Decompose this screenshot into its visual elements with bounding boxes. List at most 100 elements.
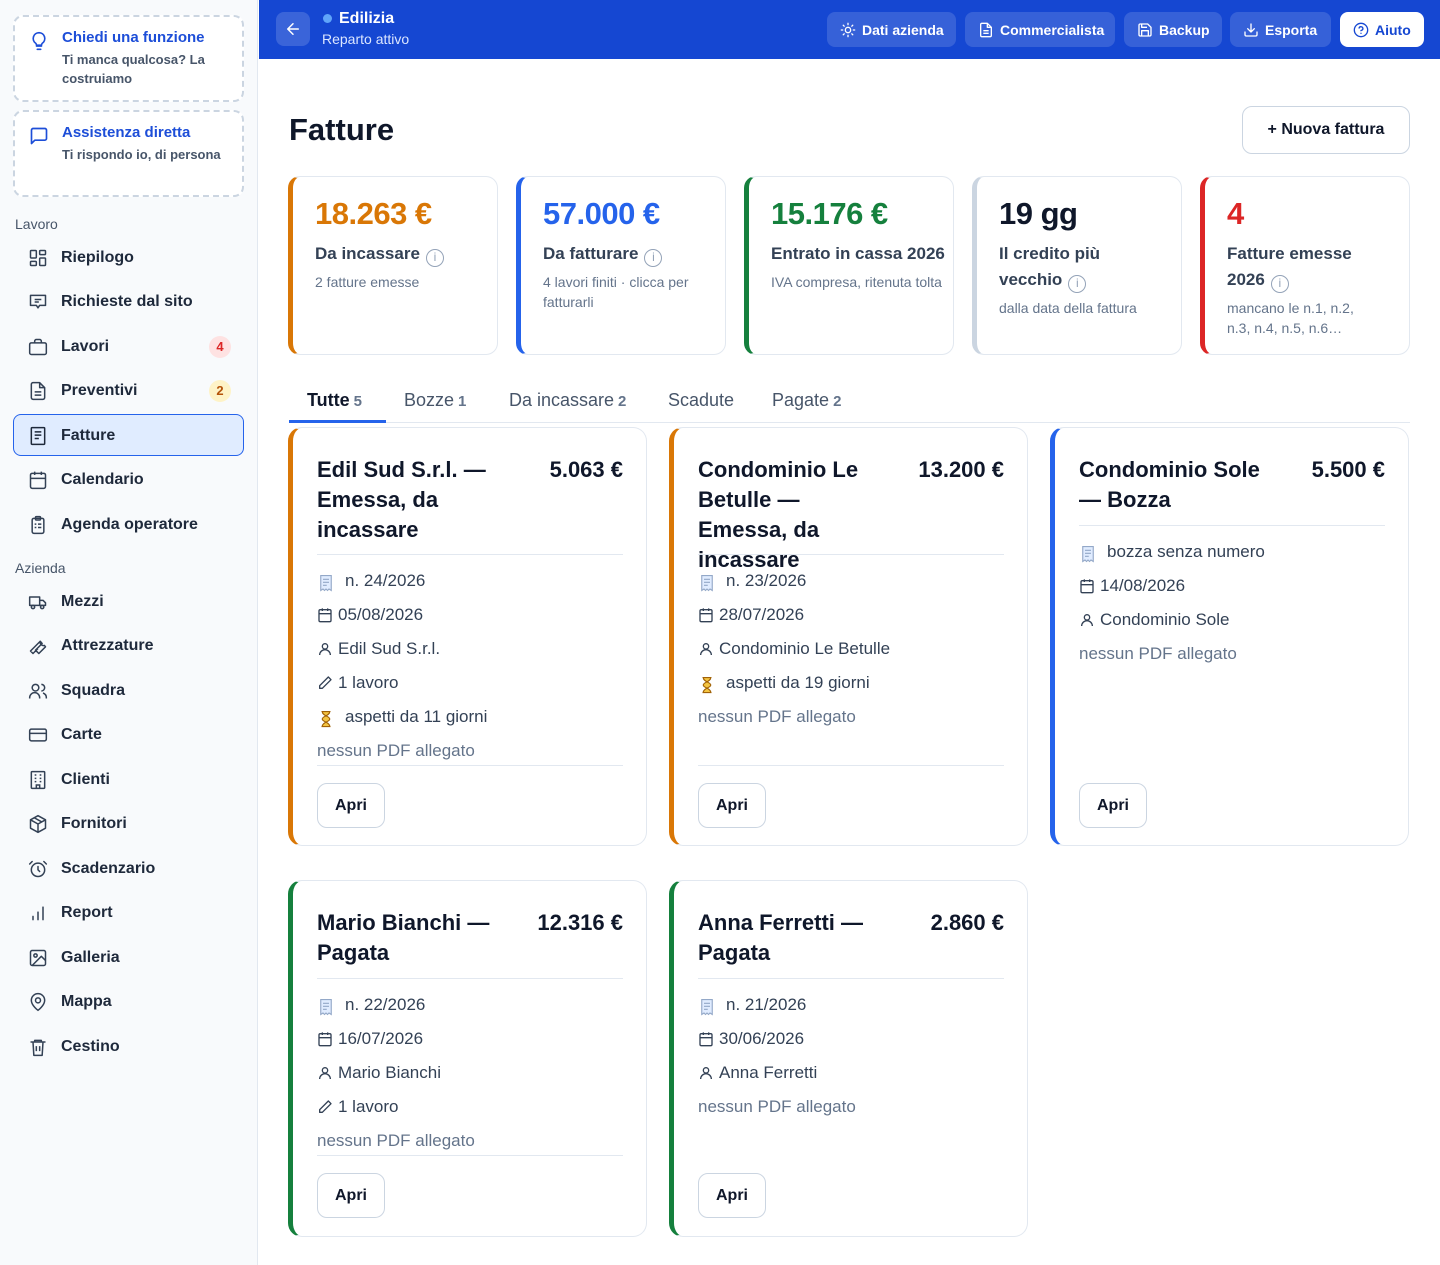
sidebar-item-fornitori[interactable]: Fornitori xyxy=(13,802,244,844)
backup-label: Backup xyxy=(1159,22,1210,38)
sidebar-item-scadenzario[interactable]: Scadenzario xyxy=(13,847,244,889)
sidebar-item-report[interactable]: Report xyxy=(13,891,244,933)
invoice-title: Anna Ferretti — Pagata xyxy=(698,910,864,965)
arrow-left-icon xyxy=(287,23,299,35)
user-icon xyxy=(319,643,331,656)
info-icon[interactable]: i xyxy=(1068,275,1087,293)
tab-tutte[interactable]: Tutte 5 xyxy=(289,382,386,423)
invoice-date-row: 14/08/2026 xyxy=(1079,575,1185,597)
invoice-card[interactable]: Mario Bianchi — Pagata 12.316 € n. 22/20… xyxy=(288,880,647,1237)
open-invoice-button[interactable]: Apri xyxy=(317,1173,385,1218)
stat-card-to-collect[interactable]: 18.263 € Da incassare i 2 fatture emesse xyxy=(288,176,498,355)
export-button[interactable]: Esporta xyxy=(1230,12,1331,47)
accountant-label: Commercialista xyxy=(1000,22,1105,38)
sidebar-item-label: Galleria xyxy=(61,949,120,966)
invoice-client: Edil Sud S.r.l. xyxy=(338,639,441,658)
sidebar-item-label: Calendario xyxy=(61,471,144,488)
sidebar-item-label: Mappa xyxy=(61,993,112,1010)
stat-card-oldest-credit[interactable]: 19 gg Il credito più vecchio i dalla data… xyxy=(972,176,1182,355)
invoice-client-row: Anna Ferretti xyxy=(698,1062,817,1084)
sidebar-item-richieste[interactable]: Richieste dal sito xyxy=(13,280,244,322)
tab-pagate[interactable]: Pagate 2 xyxy=(772,382,841,423)
tab-label: Pagate xyxy=(772,390,830,410)
invoice-number: n. 21/2026 xyxy=(726,995,807,1014)
preventivi-count-badge: 2 xyxy=(209,380,231,402)
receipt-icon xyxy=(317,573,340,595)
sidebar-item-calendario[interactable]: Calendario xyxy=(13,458,244,500)
open-invoice-button[interactable]: Apri xyxy=(1079,783,1147,828)
invoice-title: Edil Sud S.r.l. — Emessa, da incassare xyxy=(317,457,486,542)
sidebar-item-carte[interactable]: Carte xyxy=(13,713,244,755)
invoice-card[interactable]: Edil Sud S.r.l. — Emessa, da incassare 5… xyxy=(288,427,647,846)
open-invoice-button[interactable]: Apri xyxy=(698,1173,766,1218)
hourglass-icon xyxy=(698,675,721,697)
info-icon[interactable]: i xyxy=(644,249,663,267)
invoice-date-row: 05/08/2026 xyxy=(317,604,423,626)
department-subtitle: Reparto attivo xyxy=(322,31,410,47)
tab-label: Tutte xyxy=(307,390,350,410)
sidebar-item-lavori[interactable]: Lavori 4 xyxy=(13,325,244,367)
stat-card-issued[interactable]: 4 Fatture emesse 2026 i mancano le n.1, n… xyxy=(1200,176,1410,355)
wrench-icon xyxy=(29,640,47,655)
invoice-number-row: bozza senza numero xyxy=(1079,541,1265,566)
tab-scadute[interactable]: Scadute xyxy=(668,382,734,423)
sidebar-item-clienti[interactable]: Clienti xyxy=(13,758,244,800)
sidebar-item-agenda[interactable]: Agenda operatore xyxy=(13,503,244,545)
open-invoice-button[interactable]: Apri xyxy=(698,783,766,828)
download-icon xyxy=(1244,23,1258,37)
sidebar-item-squadra[interactable]: Squadra xyxy=(13,669,244,711)
invoice-client: Mario Bianchi xyxy=(338,1063,441,1082)
new-invoice-button[interactable]: + Nuova fattura xyxy=(1242,106,1410,154)
open-invoice-button[interactable]: Apri xyxy=(317,783,385,828)
invoice-card[interactable]: Anna Ferretti — Pagata 2.860 € n. 21/202… xyxy=(669,880,1028,1237)
sidebar-item-fatture[interactable]: Fatture xyxy=(13,414,244,456)
calendar-icon xyxy=(699,608,713,623)
invoice-date-row: 16/07/2026 xyxy=(317,1028,423,1050)
divider xyxy=(698,554,1004,555)
tab-da-incassare[interactable]: Da incassare 2 xyxy=(509,382,626,423)
invoice-icon xyxy=(30,426,46,446)
sidebar-item-label: Squadra xyxy=(61,682,126,699)
feature-request-card[interactable]: Chiedi una funzione Ti manca qualcosa? L… xyxy=(13,15,244,102)
invoice-filter-tabs: Tutte 5 Bozze 1 Da incassare 2 Scadute Paga… xyxy=(289,382,1410,423)
sidebar-item-attrezzature[interactable]: Attrezzature xyxy=(13,624,244,666)
sidebar-item-mappa[interactable]: Mappa xyxy=(13,980,244,1022)
invoice-number-row: n. 21/2026 xyxy=(698,994,806,1019)
dashboard-icon xyxy=(29,249,47,267)
info-icon[interactable]: i xyxy=(425,249,444,267)
invoice-date: 28/07/2026 xyxy=(719,605,805,624)
tab-bozze[interactable]: Bozze 1 xyxy=(404,382,466,423)
help-button[interactable]: Aiuto xyxy=(1340,12,1424,47)
sidebar-item-galleria[interactable]: Galleria xyxy=(13,936,244,978)
invoice-waiting-row: aspetti da 19 giorni xyxy=(698,672,870,697)
stat-value: 4 xyxy=(1227,196,1244,231)
direct-support-card[interactable]: Assistenza diretta Ti rispondo io, di pe… xyxy=(13,110,244,197)
stat-note: 2 fatture emesse xyxy=(315,274,420,290)
invoice-number-row: n. 24/2026 xyxy=(317,570,425,595)
receipt-icon xyxy=(698,997,721,1019)
stat-label-wrap: Da fatturare i xyxy=(543,241,718,267)
sidebar-item-preventivi[interactable]: Preventivi 2 xyxy=(13,369,244,411)
back-button[interactable] xyxy=(276,12,310,46)
sidebar-item-cestino[interactable]: Cestino xyxy=(13,1025,244,1067)
direct-support-subtitle: Ti rispondo io, di persona xyxy=(62,147,221,162)
stat-label-wrap: Da incassare i xyxy=(315,241,490,267)
invoice-amount: 13.200 € xyxy=(918,457,1004,482)
invoice-card[interactable]: Condominio Sole — Bozza 5.500 € bozza se… xyxy=(1050,427,1409,846)
clipboard-icon xyxy=(31,515,45,535)
sidebar-item-riepilogo[interactable]: Riepilogo xyxy=(13,236,244,278)
tab-count: 1 xyxy=(458,393,467,410)
stat-card-to-invoice[interactable]: 57.000 € Da fatturare i 4 lavori finiti ·… xyxy=(516,176,726,355)
invoice-date: 30/06/2026 xyxy=(719,1029,805,1048)
sidebar: Chiedi una funzione Ti manca qualcosa? L… xyxy=(0,0,258,1265)
backup-button[interactable]: Backup xyxy=(1124,12,1222,47)
user-icon xyxy=(1081,614,1093,627)
sidebar-item-mezzi[interactable]: Mezzi xyxy=(13,580,244,622)
invoice-card[interactable]: Condominio Le Betulle — Emessa, da incas… xyxy=(669,427,1028,846)
direct-support-title: Assistenza diretta xyxy=(62,124,191,141)
company-data-button[interactable]: Dati azienda xyxy=(827,12,956,47)
info-icon[interactable]: i xyxy=(1270,275,1289,293)
stat-card-cash-in[interactable]: 15.176 € Entrato in cassa 2026 IVA compr… xyxy=(744,176,954,355)
accountant-button[interactable]: Commercialista xyxy=(965,12,1115,47)
sidebar-item-label: Agenda operatore xyxy=(61,516,198,533)
